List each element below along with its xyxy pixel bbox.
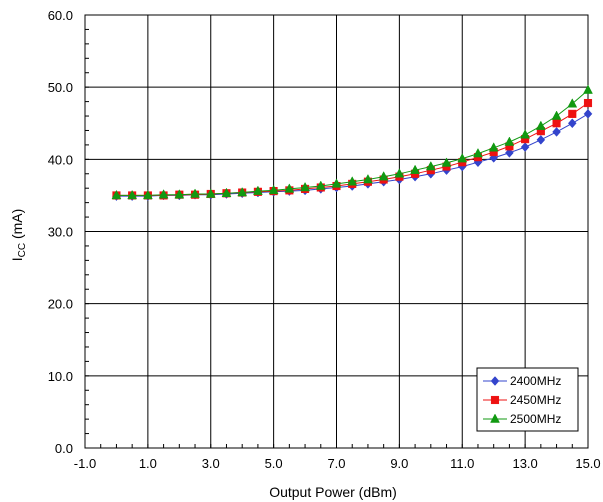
legend-label: 2450MHz: [510, 393, 561, 407]
square-marker: [568, 109, 577, 118]
triangle-marker: [490, 413, 500, 423]
square-marker: [583, 98, 593, 108]
triangle-marker: [111, 189, 122, 200]
x-tick-label: 13.0: [512, 456, 537, 471]
triangle-marker: [205, 188, 216, 198]
triangle-marker: [268, 184, 279, 195]
triangle-marker: [190, 188, 200, 198]
triangle-marker: [425, 161, 436, 171]
triangle-marker: [410, 164, 421, 174]
diamond-marker: [583, 108, 593, 119]
triangle-marker: [221, 187, 232, 198]
triangle-marker: [252, 185, 263, 195]
legend-label: 2400MHz: [510, 374, 561, 388]
x-axis-title: Output Power (dBm): [269, 484, 397, 500]
y-axis-title-unit: (mA): [9, 209, 25, 243]
x-tick-label: 7.0: [327, 456, 345, 471]
triangle-marker: [347, 176, 358, 186]
y-tick-label: 0.0: [55, 441, 73, 456]
triangle-marker: [331, 178, 342, 188]
x-tick-label: -1.0: [74, 456, 96, 471]
triangle-marker: [488, 142, 499, 152]
x-tick-label: 1.0: [139, 456, 157, 471]
triangle-marker: [237, 186, 248, 197]
legend-label: 2500MHz: [510, 412, 561, 426]
diamond-marker: [490, 376, 500, 386]
x-tick-label: 3.0: [202, 456, 220, 471]
diamond-marker: [567, 118, 577, 129]
minor-ticks: [84, 14, 589, 449]
legend-item: 2500MHz: [483, 412, 561, 426]
y-tick-label: 30.0: [48, 225, 73, 240]
square-marker: [490, 395, 500, 405]
y-tick-labels: 0.0 10.0 20.0 30.0 40.0 50.0 60.0: [48, 8, 73, 456]
triangle-marker: [300, 181, 310, 192]
x-tick-label: 15.0: [575, 456, 600, 471]
y-axis-title-main: I: [9, 257, 25, 261]
y-axis-title: ICC (mA): [9, 209, 28, 262]
legend-item: 2400MHz: [483, 374, 561, 388]
x-tick-label: 9.0: [390, 456, 408, 471]
y-tick-label: 50.0: [48, 80, 73, 95]
triangle-marker: [127, 189, 138, 200]
series-2500MHz: [111, 84, 593, 200]
y-tick-label: 20.0: [48, 297, 73, 312]
x-tick-labels: -1.0 1.0 3.0 5.0 7.0 9.0 11.0 13.0 15.0: [74, 456, 601, 471]
triangle-marker: [315, 180, 326, 190]
diamond-marker: [520, 142, 530, 152]
triangle-marker: [174, 189, 185, 199]
diamond-marker: [536, 134, 546, 145]
y-tick-label: 10.0: [48, 369, 73, 384]
triangle-marker: [158, 189, 169, 199]
triangle-marker: [535, 120, 546, 130]
legend-item: 2450MHz: [483, 393, 561, 407]
y-tick-label: 60.0: [48, 8, 73, 23]
triangle-marker: [504, 136, 515, 146]
triangle-marker: [520, 129, 531, 139]
x-tick-label: 5.0: [265, 456, 283, 471]
triangle-marker: [363, 174, 373, 184]
triangle-marker: [394, 168, 405, 178]
x-tick-label: 11.0: [450, 456, 474, 471]
square-marker: [552, 119, 561, 128]
y-tick-label: 40.0: [48, 152, 73, 167]
triangle-marker: [142, 189, 153, 200]
y-axis-title-subscript: CC: [17, 243, 28, 257]
triangle-marker: [284, 183, 295, 193]
triangle-marker: [457, 153, 468, 163]
triangle-marker: [441, 157, 452, 167]
series-layer: [111, 84, 593, 202]
legend: 2400MHz 2450MHz 2500MHz: [476, 367, 579, 432]
diamond-marker: [552, 127, 561, 137]
diamond-marker: [505, 147, 514, 158]
triangle-marker: [583, 84, 593, 94]
triangle-marker: [551, 110, 562, 120]
triangle-marker: [567, 98, 578, 108]
triangle-marker: [378, 171, 389, 181]
triangle-marker: [473, 148, 483, 158]
